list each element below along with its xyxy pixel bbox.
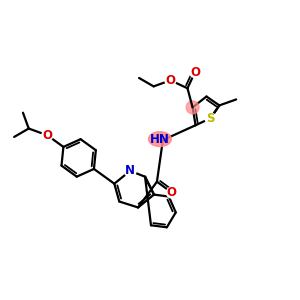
- Text: O: O: [190, 66, 200, 79]
- Text: N: N: [125, 164, 135, 177]
- Circle shape: [166, 187, 177, 198]
- Circle shape: [124, 165, 136, 177]
- Ellipse shape: [186, 101, 199, 114]
- Ellipse shape: [148, 132, 171, 146]
- Text: HN: HN: [150, 133, 170, 146]
- Circle shape: [165, 75, 176, 86]
- Text: O: O: [167, 186, 177, 199]
- Circle shape: [42, 130, 53, 141]
- Circle shape: [205, 113, 216, 124]
- Circle shape: [190, 67, 200, 77]
- Text: O: O: [165, 74, 176, 87]
- Text: O: O: [42, 129, 52, 142]
- Text: S: S: [206, 112, 215, 125]
